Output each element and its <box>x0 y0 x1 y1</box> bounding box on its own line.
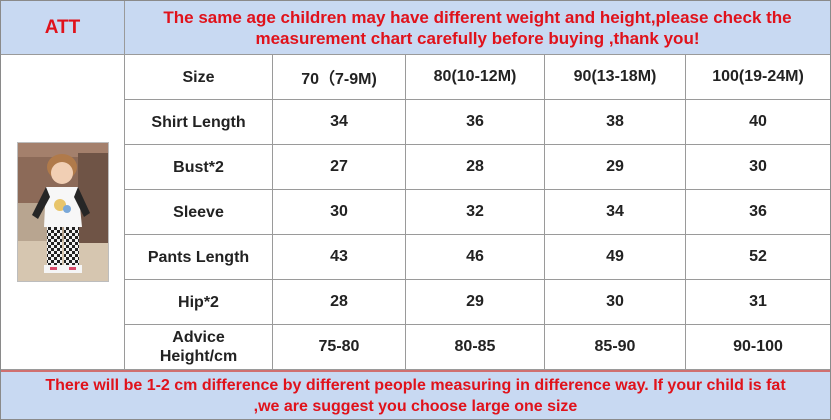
table-cell: 34 <box>273 100 406 145</box>
table-cell: 28 <box>406 145 545 190</box>
row-label-sleeve: Sleeve <box>125 190 273 235</box>
notice-banner: The same age children may have different… <box>125 1 830 55</box>
row-label-bust: Bust*2 <box>125 145 273 190</box>
table-row: Shirt Length 34 36 38 40 <box>1 100 830 145</box>
product-photo <box>16 142 109 282</box>
table-cell: 46 <box>406 235 545 280</box>
table-cell: 31 <box>686 280 830 325</box>
table-row: Advice Height/cm 75-80 80-85 85-90 90-10… <box>1 325 830 370</box>
table-cell: 49 <box>545 235 686 280</box>
table-cell: 40 <box>686 100 830 145</box>
advice-label-line-2: Height/cm <box>159 348 238 365</box>
header-row: ATT The same age children may have diffe… <box>1 1 830 55</box>
footer-line-2: ,we are suggest you choose large one siz… <box>253 397 578 415</box>
size-70-header: 70（7-9M) <box>273 55 406 100</box>
table-cell: 52 <box>686 235 830 280</box>
size-80-header: 80(10-12M) <box>406 55 545 100</box>
table-cell: 32 <box>406 190 545 235</box>
table-cell: 27 <box>273 145 406 190</box>
size-header-row: Size 70（7-9M) 80(10-12M) 90(13-18M) 100(… <box>1 55 830 100</box>
table-cell: 29 <box>406 280 545 325</box>
row-label-hip: Hip*2 <box>125 280 273 325</box>
footer-line-1: There will be 1-2 cm difference by diffe… <box>45 376 786 394</box>
size-90-header: 90(13-18M) <box>545 55 686 100</box>
advice-label-line-1: Advice <box>172 329 225 346</box>
table-cell: 38 <box>545 100 686 145</box>
notice-line-1: The same age children may have different… <box>163 7 792 27</box>
table-cell: 30 <box>545 280 686 325</box>
att-label: ATT <box>1 1 125 55</box>
table-cell: 36 <box>406 100 545 145</box>
product-photo-cell <box>1 55 125 370</box>
table-row: Bust*2 27 28 29 30 <box>1 145 830 190</box>
table-cell: 36 <box>686 190 830 235</box>
table-cell: 80-85 <box>406 325 545 370</box>
row-label-shirt-length: Shirt Length <box>125 100 273 145</box>
size-100-header: 100(19-24M) <box>686 55 830 100</box>
footer-notice: There will be 1-2 cm difference by diffe… <box>1 370 830 419</box>
table-cell: 75-80 <box>273 325 406 370</box>
table-cell: 43 <box>273 235 406 280</box>
table-cell: 85-90 <box>545 325 686 370</box>
table-cell: 90-100 <box>686 325 830 370</box>
table-cell: 28 <box>273 280 406 325</box>
notice-line-2: measurement chart carefully before buyin… <box>255 28 700 48</box>
size-column-header: Size <box>125 55 273 100</box>
table-row: Sleeve 30 32 34 36 <box>1 190 830 235</box>
table-row: Hip*2 28 29 30 31 <box>1 280 830 325</box>
table-cell: 29 <box>545 145 686 190</box>
toddler-photo <box>17 143 108 281</box>
table-cell: 30 <box>686 145 830 190</box>
row-label-advice-height: Advice Height/cm <box>125 325 273 370</box>
table-cell: 34 <box>545 190 686 235</box>
row-label-pants-length: Pants Length <box>125 235 273 280</box>
table-cell: 30 <box>273 190 406 235</box>
table-row: Pants Length 43 46 49 52 <box>1 235 830 280</box>
